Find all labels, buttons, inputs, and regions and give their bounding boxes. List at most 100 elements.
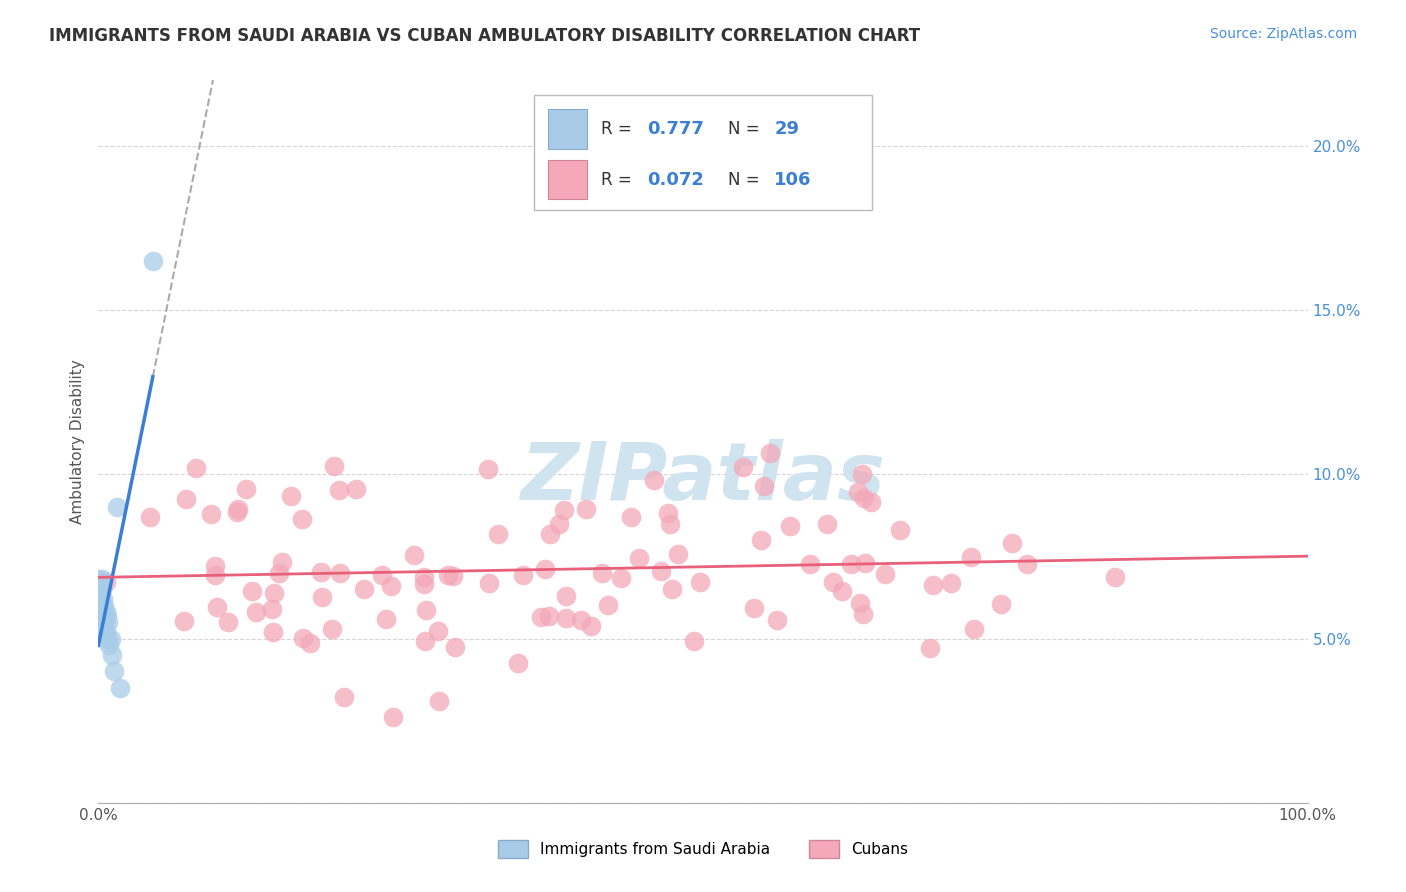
Point (555, 590, 578, 604)
Point (657, 506, 679, 520)
Point (94, 625, 117, 640)
Point (90, 618, 112, 632)
Point (280, 489, 302, 503)
Point (93, 625, 115, 640)
Point (799, 557, 821, 571)
Point (426, 624, 449, 638)
Text: N =: N = (728, 170, 765, 188)
Point (217, 615, 239, 629)
Point (437, 567, 460, 582)
Point (569, 613, 592, 627)
Point (100, 648, 122, 662)
Y-axis label: Ambulatory Disability: Ambulatory Disability (69, 359, 84, 524)
Point (486, 526, 509, 541)
Point (921, 578, 943, 592)
Point (415, 603, 437, 617)
Point (207, 600, 229, 615)
Point (375, 612, 398, 626)
Point (311, 590, 333, 604)
Point (733, 460, 755, 475)
Point (263, 586, 285, 600)
Point (609, 571, 631, 585)
Point (1104, 570, 1126, 584)
Point (173, 614, 195, 628)
Point (200, 507, 222, 521)
Point (91, 582, 114, 597)
Point (659, 517, 682, 532)
Point (204, 567, 226, 582)
Point (103, 665, 125, 679)
Point (661, 582, 683, 596)
Point (821, 575, 844, 590)
Point (262, 602, 284, 616)
Point (344, 483, 367, 497)
Point (91, 573, 114, 587)
Point (553, 502, 575, 516)
Point (87, 573, 110, 587)
Point (292, 631, 315, 645)
Point (91, 605, 114, 619)
Point (547, 517, 569, 532)
Point (382, 709, 405, 723)
Point (831, 583, 853, 598)
Point (245, 605, 267, 619)
Text: N =: N = (728, 120, 765, 138)
Point (591, 566, 613, 580)
Point (534, 562, 557, 576)
Point (815, 517, 838, 532)
Point (91, 615, 114, 630)
Point (596, 598, 619, 612)
Text: IMMIGRANTS FROM SAUDI ARABIA VS CUBAN AMBULATORY DISABILITY CORRELATION CHART: IMMIGRANTS FROM SAUDI ARABIA VS CUBAN AM… (49, 27, 921, 45)
Point (90, 608, 112, 623)
Point (329, 566, 352, 580)
Point (650, 564, 672, 578)
Point (91, 592, 114, 607)
Point (846, 485, 869, 500)
FancyBboxPatch shape (548, 109, 586, 149)
Point (105, 500, 128, 515)
Point (554, 611, 576, 625)
Text: ZIPatlas: ZIPatlas (520, 439, 886, 516)
Point (689, 575, 711, 590)
Point (298, 636, 321, 650)
Text: 29: 29 (775, 120, 800, 138)
Point (138, 509, 160, 524)
Point (412, 570, 434, 584)
Point (443, 640, 465, 654)
Point (94, 575, 117, 590)
Point (1001, 536, 1024, 550)
Point (174, 491, 197, 506)
Point (959, 549, 981, 564)
Point (333, 690, 356, 704)
FancyBboxPatch shape (534, 95, 872, 211)
Point (412, 577, 434, 591)
Point (754, 479, 776, 493)
Text: R =: R = (602, 120, 637, 138)
Point (852, 607, 875, 621)
Point (683, 634, 706, 648)
Point (742, 600, 765, 615)
Point (89, 605, 111, 619)
Point (853, 556, 876, 570)
Point (620, 509, 643, 524)
Point (240, 584, 263, 599)
Point (873, 566, 896, 581)
Point (666, 547, 689, 561)
Point (204, 559, 226, 574)
Text: Source: ZipAtlas.com: Source: ZipAtlas.com (1209, 27, 1357, 41)
Text: 106: 106 (775, 170, 811, 188)
Point (415, 634, 437, 648)
Point (108, 681, 131, 695)
Point (226, 502, 249, 516)
Text: 0.777: 0.777 (647, 120, 704, 138)
Legend: Immigrants from Saudi Arabia, Cubans: Immigrants from Saudi Arabia, Cubans (492, 834, 914, 863)
Point (98, 638, 121, 652)
Point (93, 599, 115, 613)
Point (402, 548, 425, 562)
Point (89, 592, 111, 607)
Point (643, 474, 665, 488)
Point (537, 609, 560, 624)
FancyBboxPatch shape (548, 160, 586, 200)
Point (91, 599, 114, 613)
Point (226, 505, 249, 519)
